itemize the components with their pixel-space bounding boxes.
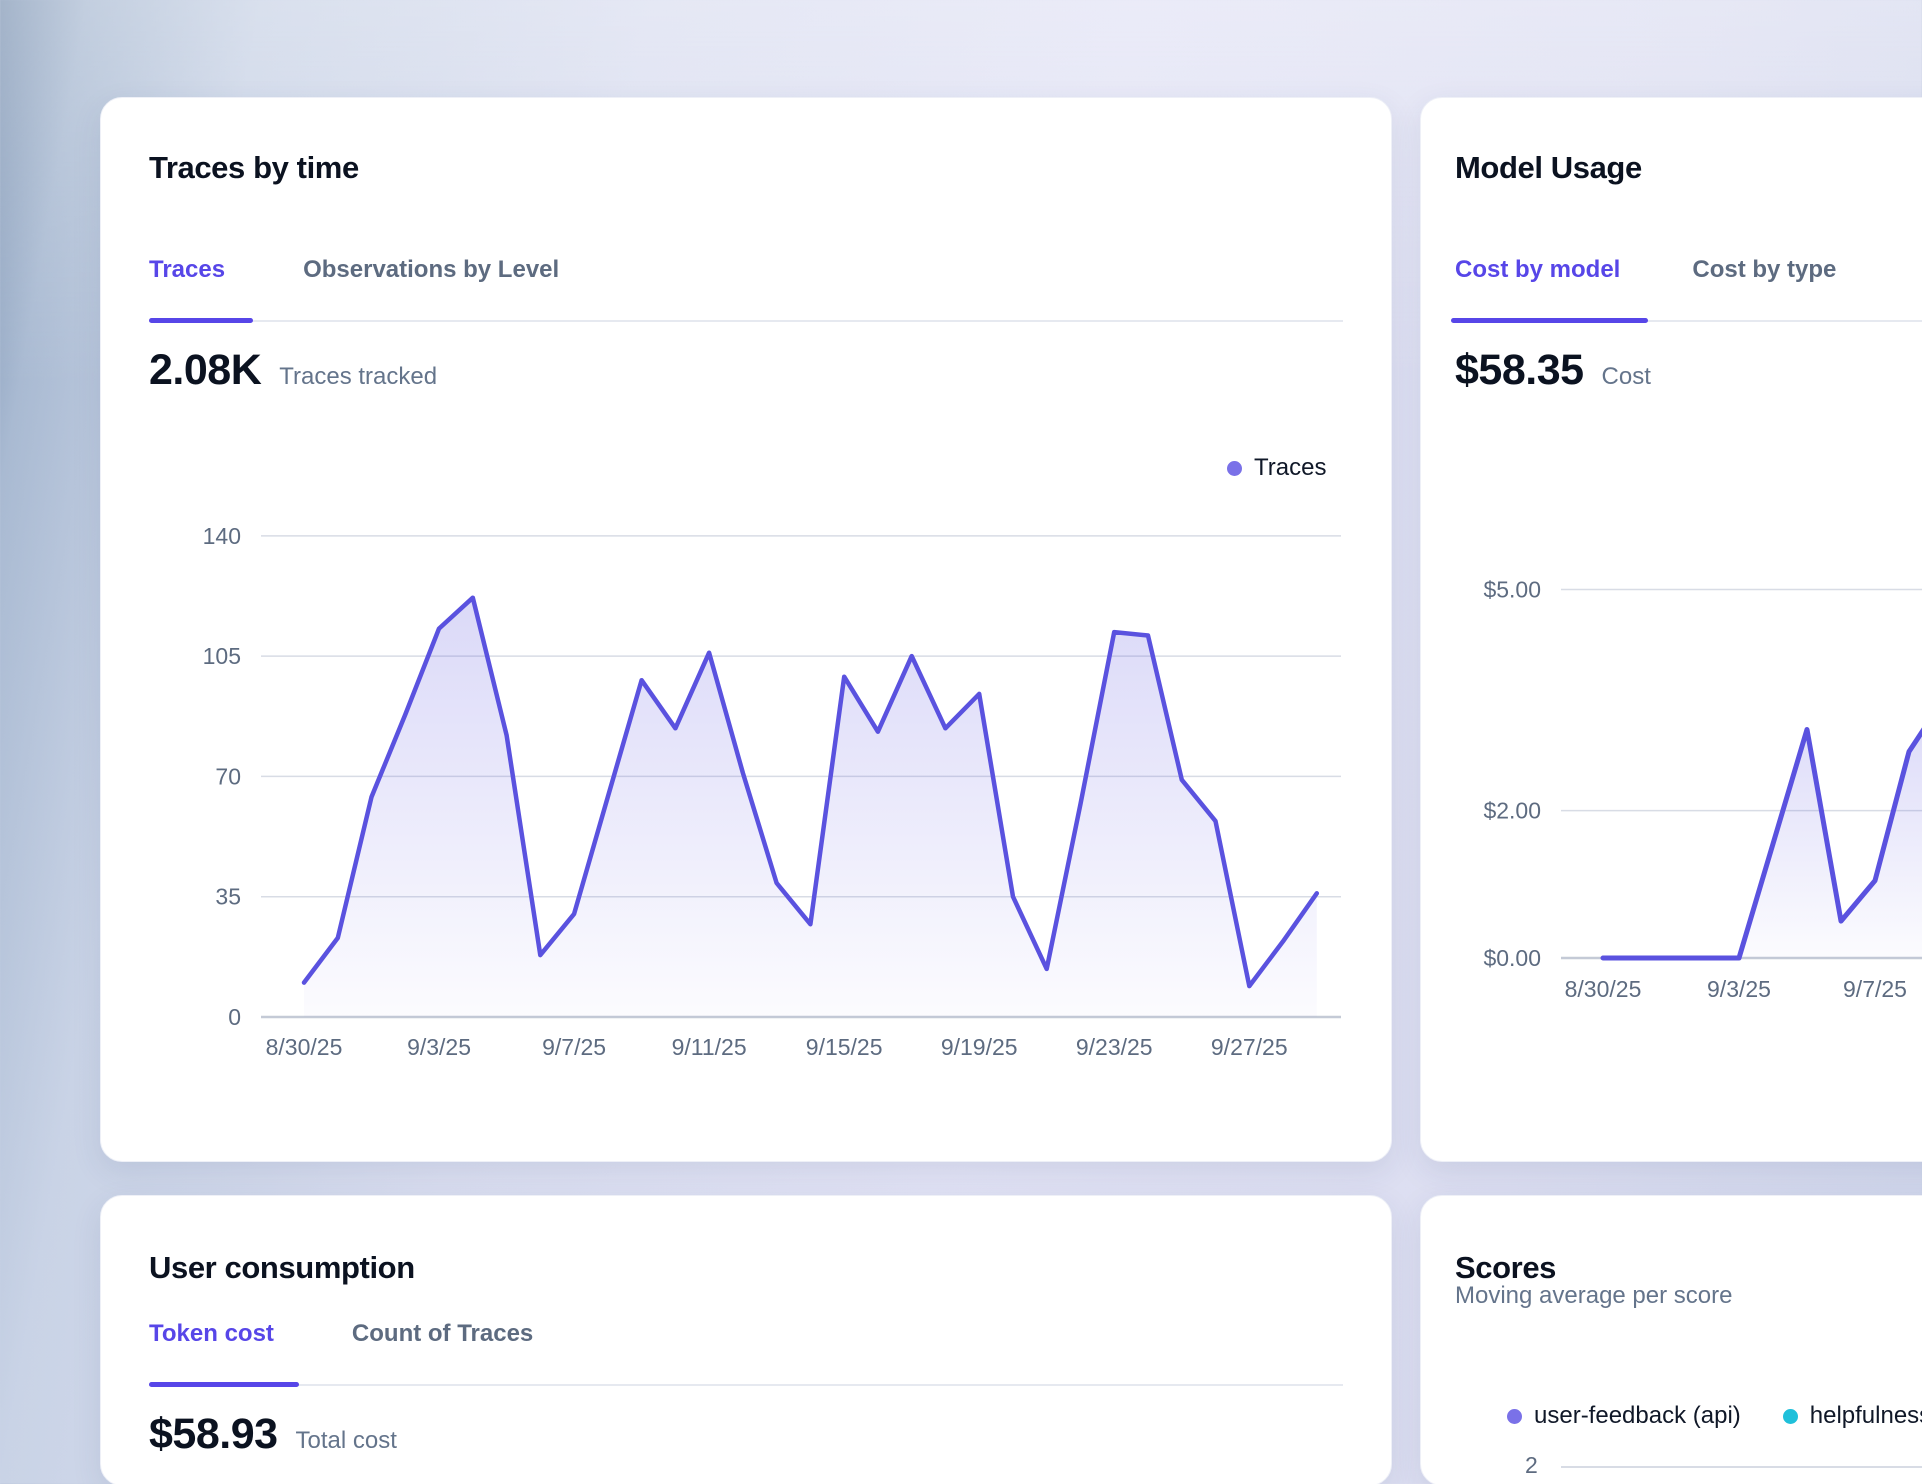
tab-active-indicator (1451, 318, 1648, 323)
legend-item-helpfulness[interactable]: helpfulness (1782, 1402, 1922, 1430)
svg-text:9/3/25: 9/3/25 (1707, 976, 1771, 1002)
scores-y-tick: 2 (1525, 1452, 1538, 1478)
tab-track (1455, 320, 1922, 322)
svg-text:105: 105 (203, 643, 241, 669)
traces-card-title: Traces by time (149, 149, 359, 185)
traces-count-label: Traces tracked (279, 363, 438, 390)
scores-card-title: Scores (1455, 1249, 1556, 1285)
svg-text:$0.00: $0.00 (1483, 945, 1541, 971)
total-cost-label: Total cost (295, 1427, 397, 1454)
legend-item-traces[interactable]: Traces (1227, 454, 1326, 482)
traces-count: 2.08K (149, 346, 262, 394)
model-usage-card-title: Model Usage (1455, 149, 1642, 185)
svg-text:9/7/25: 9/7/25 (542, 1034, 606, 1060)
tab-observations-by-level[interactable]: Observations by Level (303, 256, 560, 283)
tab-track (149, 1384, 1343, 1386)
svg-text:35: 35 (215, 884, 241, 910)
tab-active-indicator (149, 1382, 299, 1387)
model-usage-metric: $58.35 Cost (1455, 346, 1651, 395)
svg-text:$2.00: $2.00 (1483, 798, 1541, 824)
svg-text:9/7/25: 9/7/25 (1843, 976, 1907, 1002)
svg-text:9/11/25: 9/11/25 (672, 1034, 747, 1060)
traces-card-tabs: Traces Observations by Level (149, 256, 559, 284)
tab-count-of-traces[interactable]: Count of Traces (351, 1320, 534, 1347)
svg-text:9/19/25: 9/19/25 (941, 1034, 1018, 1060)
svg-text:0: 0 (228, 1004, 241, 1030)
user-consumption-tabs: Token cost Count of Traces (149, 1320, 533, 1348)
legend-item-label: user-feedback (api) (1534, 1402, 1741, 1429)
traces-by-time-card: Traces by time Traces Observations by Le… (100, 97, 1392, 1162)
model-usage-card: Model Usage Cost by model Cost by type $… (1420, 97, 1922, 1162)
model-usage-line-chart: $0.00 $2.00 $5.00 8/30/25 9/3/25 9/7/25 (1483, 577, 1922, 1002)
tab-active-indicator (149, 318, 253, 323)
scores-chart-legend: user-feedback (api) helpfulness (1507, 1402, 1922, 1430)
traces-series-dot-icon (1227, 460, 1242, 476)
tab-track (149, 320, 1343, 322)
svg-text:9/23/25: 9/23/25 (1076, 1034, 1153, 1060)
scores-subtitle: Moving average per score (1455, 1282, 1733, 1309)
svg-text:8/30/25: 8/30/25 (266, 1034, 343, 1060)
model-cost: $58.35 (1455, 346, 1584, 394)
traces-metric: 2.08K Traces tracked (149, 346, 437, 395)
user-consumption-metric: $58.93 Total cost (149, 1410, 397, 1459)
tab-token-cost[interactable]: Token cost (149, 1320, 274, 1347)
helpfulness-series-dot-icon (1782, 1408, 1798, 1424)
svg-text:9/27/25: 9/27/25 (1211, 1034, 1288, 1060)
tab-traces[interactable]: Traces (149, 256, 226, 283)
scores-card: Scores Moving average per score user-fee… (1420, 1195, 1922, 1484)
traces-chart-legend: Traces (1227, 454, 1326, 482)
tab-cost-by-model[interactable]: Cost by model (1455, 256, 1621, 283)
total-cost: $58.93 (149, 1410, 278, 1458)
traces-line-chart: 0 35 70 105 140 8/30/25 9/3/25 9/7/25 9/11/25 9/1… (203, 523, 1341, 1060)
legend-item-label: helpfulness (1809, 1402, 1922, 1429)
svg-text:140: 140 (203, 523, 241, 549)
tab-cost-by-type[interactable]: Cost by type (1692, 256, 1837, 283)
model-usage-tabs: Cost by model Cost by type (1455, 256, 1836, 284)
svg-text:8/30/25: 8/30/25 (1565, 976, 1642, 1002)
svg-text:9/3/25: 9/3/25 (407, 1034, 471, 1060)
legend-item-label: Traces (1254, 454, 1327, 481)
user-feedback-series-dot-icon (1507, 1408, 1522, 1424)
svg-text:9/15/25: 9/15/25 (806, 1034, 883, 1060)
scores-gridline (1561, 1466, 1922, 1468)
legend-item-user-feedback[interactable]: user-feedback (api) (1507, 1402, 1741, 1430)
svg-text:70: 70 (215, 763, 241, 789)
user-consumption-card-title: User consumption (149, 1249, 415, 1285)
model-cost-label: Cost (1601, 363, 1651, 390)
user-consumption-card: User consumption Token cost Count of Tra… (100, 1195, 1392, 1484)
svg-text:$5.00: $5.00 (1483, 577, 1541, 603)
